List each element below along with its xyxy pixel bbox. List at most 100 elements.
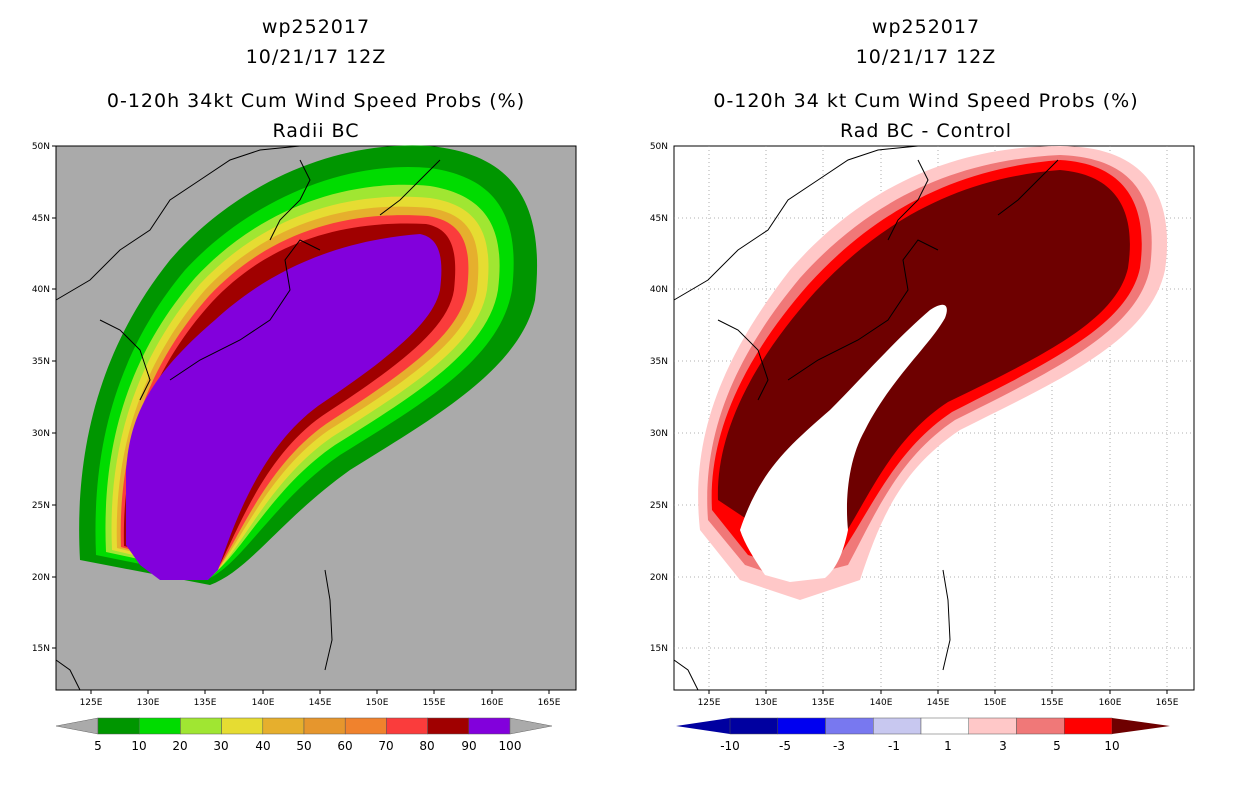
left-coastlines: [55, 145, 441, 691]
lat-label: 30N: [32, 429, 50, 439]
lat-label: 45N: [650, 214, 668, 224]
cbar-label: 80: [419, 739, 434, 753]
lon-label: 165E: [1156, 698, 1179, 708]
right-subtitle2: Rad BC - Control: [839, 120, 1013, 142]
right-colorbar-cells: [729, 717, 1113, 735]
left-probability-bands: [79, 145, 538, 585]
lat-label: 25N: [32, 501, 50, 511]
cbar-label: 10: [131, 739, 146, 753]
lon-label: 135E: [194, 698, 217, 708]
lat-label: 30N: [650, 429, 668, 439]
cbar-label: 10: [1104, 739, 1119, 753]
lon-label: 145E: [927, 698, 950, 708]
lon-label: 125E: [698, 698, 721, 708]
left-colorbar: 5 10 20 30 40 50 60 70 80 90 100: [55, 717, 553, 753]
right-coastlines: [673, 145, 1059, 691]
white-track-area: [740, 304, 947, 582]
left-subtitle: 0-120h 34kt Cum Wind Speed Probs (%): [106, 90, 526, 112]
lon-label: 140E: [252, 698, 275, 708]
lat-label: 40N: [32, 285, 50, 295]
lat-label: 35N: [650, 357, 668, 367]
right-storm-id: wp252017: [871, 16, 981, 38]
cbar-label: 20: [172, 739, 187, 753]
left-colorbar-labels: 5 10 20 30 40 50 60 70 80 90 100: [94, 739, 521, 753]
colorbar-cell: [873, 717, 922, 735]
cbar-label: 50: [296, 739, 311, 753]
right-axis: [708, 690, 1168, 694]
left-colorbar-cells: [97, 717, 511, 735]
right-subtitle: 0-120h 34 kt Cum Wind Speed Probs (%): [713, 90, 1139, 112]
right-colorbar-low-end: [676, 718, 730, 734]
cbar-label: 70: [378, 739, 393, 753]
colorbar-cell: [97, 717, 140, 735]
colorbar-cell: [262, 717, 305, 735]
lat-label: 45N: [32, 214, 50, 224]
lon-label: 145E: [309, 698, 332, 708]
cbar-label: 1: [944, 739, 952, 753]
cbar-label: 30: [213, 739, 228, 753]
cbar-label: -10: [720, 739, 740, 753]
left-lat-labels: 15N 20N 25N 30N 35N 40N 45N 50N: [32, 142, 50, 654]
cbar-label: -5: [779, 739, 791, 753]
left-axis: [52, 145, 550, 694]
cbar-label: 5: [1053, 739, 1061, 753]
lat-label: 35N: [32, 357, 50, 367]
lon-label: 135E: [812, 698, 835, 708]
colorbar-cell: [221, 717, 264, 735]
lat-label: 20N: [650, 573, 668, 583]
colorbar-cell: [777, 717, 826, 735]
right-datetime: 10/21/17 12Z: [855, 46, 997, 68]
left-probability-map: 125E 130E 135E 140E 145E 150E 155E 160E …: [32, 142, 577, 708]
band-100: [126, 234, 442, 580]
cbar-label: 40: [255, 739, 270, 753]
colorbar-cell: [920, 717, 969, 735]
colorbar-cell: [138, 717, 181, 735]
lat-label: 50N: [650, 142, 668, 152]
colorbar-cell: [386, 717, 428, 735]
lon-label: 155E: [423, 698, 446, 708]
colorbar-cell: [427, 717, 470, 735]
lon-label: 125E: [80, 698, 103, 708]
lon-label: 160E: [1099, 698, 1122, 708]
colorbar-cell: [1016, 717, 1065, 735]
colorbar-cell: [344, 717, 387, 735]
cbar-label: -1: [888, 739, 900, 753]
lat-label: 50N: [32, 142, 50, 152]
colorbar-cell: [1064, 717, 1113, 735]
left-storm-id: wp252017: [261, 16, 371, 38]
left-lon-labels: 125E 130E 135E 140E 145E 150E 155E 160E …: [80, 698, 561, 708]
left-colorbar-low-end: [55, 717, 99, 735]
lat-label: 15N: [650, 644, 668, 654]
lat-label: 25N: [650, 501, 668, 511]
lon-label: 130E: [137, 698, 160, 708]
left-datetime: 10/21/17 12Z: [245, 46, 387, 68]
lon-label: 150E: [366, 698, 389, 708]
cbar-label: 60: [337, 739, 352, 753]
right-lon-labels: 125E 130E 135E 140E 145E 150E 155E 160E …: [698, 698, 1179, 708]
colorbar-cell: [968, 717, 1017, 735]
lat-label: 20N: [32, 573, 50, 583]
lat-label: 40N: [650, 285, 668, 295]
colorbar-cell: [729, 717, 778, 735]
lon-label: 155E: [1041, 698, 1064, 708]
cbar-label: -3: [833, 739, 845, 753]
lon-label: 130E: [755, 698, 778, 708]
left-colorbar-high-end: [509, 717, 553, 735]
colorbar-cell: [180, 717, 222, 735]
cbar-label: 100: [499, 739, 522, 753]
cbar-label: 5: [94, 739, 102, 753]
cbar-label: 90: [461, 739, 476, 753]
lon-label: 160E: [481, 698, 504, 708]
colorbar-cell: [303, 717, 346, 735]
lon-label: 165E: [538, 698, 561, 708]
lon-label: 140E: [870, 698, 893, 708]
right-colorbar: -10 -5 -3 -1 1 3 5 10: [676, 717, 1170, 753]
colorbar-cell: [468, 717, 511, 735]
cbar-label: 3: [999, 739, 1007, 753]
right-lat-labels: 15N 20N 25N 30N 35N 40N 45N 50N: [650, 142, 668, 654]
lat-label: 15N: [32, 644, 50, 654]
left-subtitle2: Radii BC: [272, 120, 360, 142]
right-colorbar-labels: -10 -5 -3 -1 1 3 5 10: [720, 739, 1119, 753]
right-difference-map: 125E 130E 135E 140E 145E 150E 155E 160E …: [650, 142, 1195, 708]
lon-label: 150E: [984, 698, 1007, 708]
